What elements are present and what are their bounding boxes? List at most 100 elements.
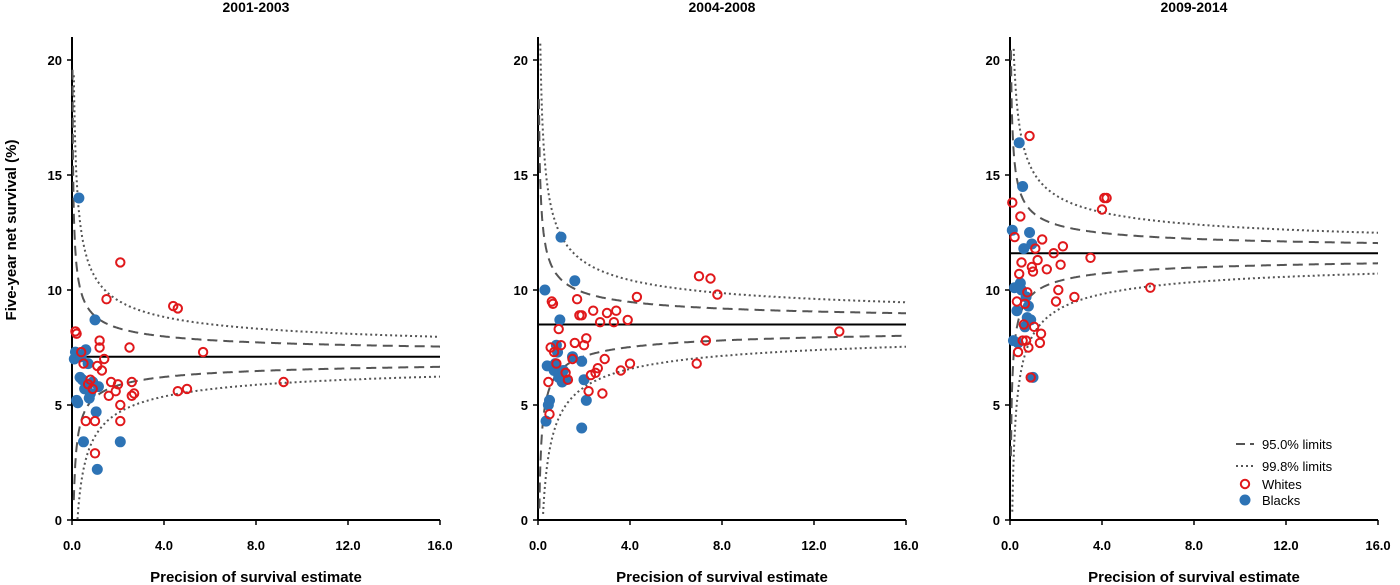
y-tick-label: 5 [521, 398, 528, 413]
blacks-point [114, 436, 126, 448]
whites-point [1085, 252, 1096, 263]
whites-point [1069, 291, 1080, 303]
whites-point [78, 358, 89, 369]
plot-area: 0 5 10 15 20 0.0 4.0 8.0 12.0 16.0 [48, 37, 453, 553]
blacks-point [1018, 243, 1030, 255]
whites-point [700, 335, 712, 346]
whites-point [588, 305, 599, 316]
y-tick-label: 20 [514, 53, 528, 68]
upper-998-limit [539, 43, 906, 304]
whites-point [76, 346, 87, 358]
upper-95-limit [1009, 50, 1378, 245]
legend-blacks-marker [1239, 494, 1251, 506]
whites-point [126, 390, 138, 401]
lower-95-limit [538, 334, 906, 509]
blacks-point [92, 381, 104, 393]
lower-95-limit [72, 365, 440, 501]
x-tick-label: 12.0 [335, 538, 360, 553]
whites-point [624, 358, 636, 369]
whites-point [571, 294, 583, 305]
y-tick-label: 5 [55, 398, 62, 413]
whites-point [1026, 261, 1038, 273]
whites-point [103, 390, 115, 401]
whites-point [576, 310, 587, 321]
x-tick-label: 0.0 [1001, 538, 1019, 553]
y-axis-title: Five-year net survival (%) [3, 140, 20, 321]
whites-point [172, 303, 184, 314]
x-tick-label: 8.0 [247, 538, 265, 553]
whites-point [1035, 328, 1047, 339]
whites-point [94, 335, 105, 346]
whites-point [1019, 298, 1031, 309]
blacks-point [72, 397, 84, 409]
whites-point [115, 399, 126, 411]
whites-point [581, 333, 592, 344]
whites-point [562, 374, 574, 385]
whites-point [834, 326, 845, 337]
whites-point [1024, 130, 1035, 142]
blacks-point [1011, 305, 1023, 317]
whites-point [693, 271, 705, 282]
blacks-point [576, 422, 588, 434]
blacks-point [1017, 181, 1029, 192]
whites-point [115, 257, 126, 268]
x-tick-label: 16.0 [1365, 538, 1390, 553]
whites-point [615, 365, 626, 376]
whites-point [594, 317, 606, 328]
whites-point [543, 376, 554, 388]
whites-point [1015, 211, 1026, 222]
whites-point [551, 358, 562, 369]
y-tick-label: 20 [48, 53, 62, 68]
y-tick-label: 0 [55, 513, 62, 528]
whites-point [1017, 335, 1028, 346]
whites-point [1037, 234, 1048, 245]
whites-point [1030, 243, 1041, 254]
whites-point [712, 289, 723, 300]
blacks-point [554, 314, 566, 326]
blacks-point [90, 406, 102, 418]
blacks-point [580, 394, 592, 406]
whites-point [85, 374, 96, 385]
lower-998-limit [76, 375, 440, 520]
x-tick-label: 8.0 [713, 538, 731, 553]
whites-point [1014, 268, 1025, 280]
whites-point [1053, 284, 1064, 296]
whites-point [172, 386, 184, 397]
blacks-point [1024, 227, 1036, 238]
x-tick-label: 0.0 [529, 538, 547, 553]
y-tick-label: 0 [993, 513, 1000, 528]
y-tick-label: 10 [514, 283, 528, 298]
whites-point [1050, 296, 1062, 307]
x-tick-label: 12.0 [801, 538, 826, 553]
blacks-point [544, 394, 555, 406]
whites-point [569, 337, 580, 349]
x-tick-label: 4.0 [155, 538, 173, 553]
blacks-point [1027, 371, 1039, 383]
y-tick-label: 20 [986, 53, 1000, 68]
whites-point [1009, 231, 1020, 243]
whites-point [691, 358, 702, 369]
whites-point [548, 346, 560, 358]
whites-point [611, 305, 622, 316]
lower-998-limit [1011, 272, 1378, 512]
x-tick-label: 0.0 [63, 538, 81, 553]
whites-point [1016, 257, 1027, 268]
x-tick-label: 8.0 [1185, 538, 1203, 553]
whites-point [583, 386, 594, 397]
whites-point [278, 376, 289, 388]
whites-point [1023, 342, 1034, 353]
legend-blacks-label: Blacks [1262, 493, 1301, 508]
whites-point [89, 448, 101, 459]
whites-point [1012, 346, 1024, 358]
x-tick-label: 4.0 [1093, 538, 1111, 553]
whites-point [1025, 372, 1036, 383]
whites-point [89, 415, 101, 427]
whites-point [1034, 337, 1046, 349]
x-tick-label: 16.0 [427, 538, 452, 553]
whites-point [608, 317, 620, 328]
blacks-point [539, 284, 551, 296]
whites-point [1018, 319, 1029, 330]
whites-point [71, 328, 82, 339]
legend-95-label: 95.0% limits [1262, 437, 1333, 452]
